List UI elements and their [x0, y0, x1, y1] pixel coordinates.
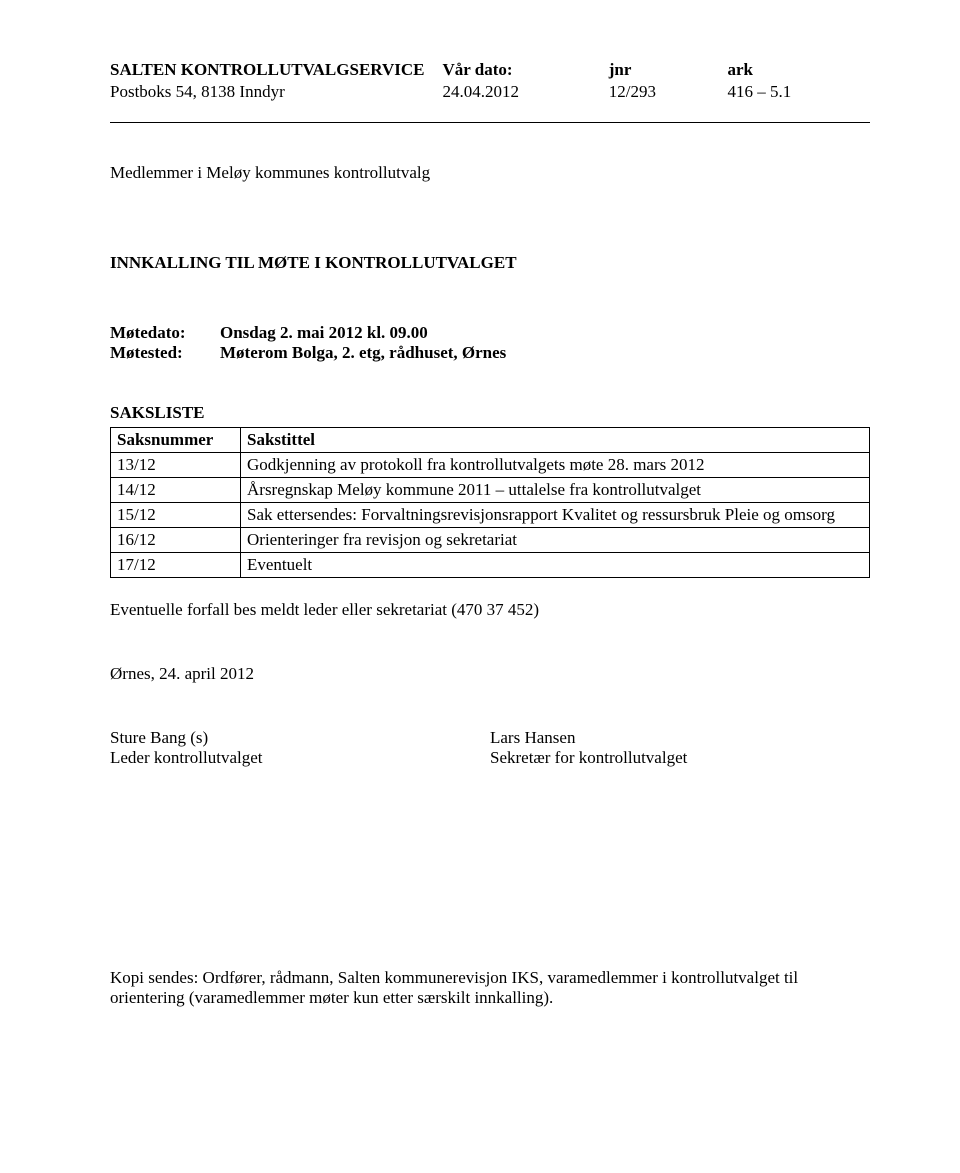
divider — [110, 122, 870, 123]
meeting-info: Møtedato: Onsdag 2. mai 2012 kl. 09.00 M… — [110, 323, 870, 363]
cell-saksnummer: 13/12 — [111, 453, 241, 478]
meeting-place-label: Møtested: — [110, 343, 220, 363]
cell-saksnummer: 15/12 — [111, 503, 241, 528]
document-page: SALTEN KONTROLLUTVALGSERVICE Vår dato: j… — [0, 0, 960, 1173]
table-row: 14/12 Årsregnskap Meløy kommune 2011 – u… — [111, 478, 870, 503]
sign-right-title: Sekretær for kontrollutvalget — [490, 748, 870, 768]
jnr-value: 12/293 — [609, 82, 728, 102]
meeting-date-label: Møtedato: — [110, 323, 220, 343]
cell-sakstittel: Årsregnskap Meløy kommune 2011 – uttalel… — [241, 478, 870, 503]
cell-sakstittel: Eventuelt — [241, 553, 870, 578]
meeting-place-value: Møterom Bolga, 2. etg, rådhuset, Ørnes — [220, 343, 506, 363]
cell-sakstittel: Orienteringer fra revisjon og sekretaria… — [241, 528, 870, 553]
org-name: SALTEN KONTROLLUTVALGSERVICE — [110, 60, 443, 80]
org-address: Postboks 54, 8138 Inndyr — [110, 82, 443, 102]
recipients-line: Medlemmer i Meløy kommunes kontrollutval… — [110, 163, 870, 183]
signature-block: Sture Bang (s) Leder kontrollutvalget La… — [110, 728, 870, 768]
cell-saksnummer: 17/12 — [111, 553, 241, 578]
document-title: INNKALLING TIL MØTE I KONTROLLUTVALGET — [110, 253, 870, 273]
sign-left-name: Sture Bang (s) — [110, 728, 490, 748]
jnr-label: jnr — [609, 60, 728, 80]
cell-saksnummer: 14/12 — [111, 478, 241, 503]
table-row: 16/12 Orienteringer fra revisjon og sekr… — [111, 528, 870, 553]
forfall-text: Eventuelle forfall bes meldt leder eller… — [110, 600, 870, 620]
table-row: 17/12 Eventuelt — [111, 553, 870, 578]
letterhead-row-1: SALTEN KONTROLLUTVALGSERVICE Vår dato: j… — [110, 60, 870, 80]
ark-label: ark — [728, 60, 871, 80]
kopi-text: Kopi sendes: Ordfører, rådmann, Salten k… — [110, 968, 870, 1008]
cell-saksnummer: 16/12 — [111, 528, 241, 553]
letterhead-row-2: Postboks 54, 8138 Inndyr 24.04.2012 12/2… — [110, 82, 870, 102]
cell-sakstittel: Sak ettersendes: Forvaltningsrevisjonsra… — [241, 503, 870, 528]
dato-value: 24.04.2012 — [443, 82, 609, 102]
col-saksnummer: Saksnummer — [111, 428, 241, 453]
cell-sakstittel: Godkjenning av protokoll fra kontrollutv… — [241, 453, 870, 478]
saksliste-heading: SAKSLISTE — [110, 403, 870, 423]
table-row: 13/12 Godkjenning av protokoll fra kontr… — [111, 453, 870, 478]
saksliste-table: Saksnummer Sakstittel 13/12 Godkjenning … — [110, 427, 870, 578]
dato-label: Vår dato: — [443, 60, 609, 80]
place-date: Ørnes, 24. april 2012 — [110, 664, 870, 684]
ark-value: 416 – 5.1 — [728, 82, 871, 102]
sign-left-title: Leder kontrollutvalget — [110, 748, 490, 768]
table-header-row: Saksnummer Sakstittel — [111, 428, 870, 453]
table-row: 15/12 Sak ettersendes: Forvaltningsrevis… — [111, 503, 870, 528]
signature-right: Lars Hansen Sekretær for kontrollutvalge… — [490, 728, 870, 768]
signature-left: Sture Bang (s) Leder kontrollutvalget — [110, 728, 490, 768]
col-sakstittel: Sakstittel — [241, 428, 870, 453]
meeting-date-value: Onsdag 2. mai 2012 kl. 09.00 — [220, 323, 428, 343]
sign-right-name: Lars Hansen — [490, 728, 870, 748]
